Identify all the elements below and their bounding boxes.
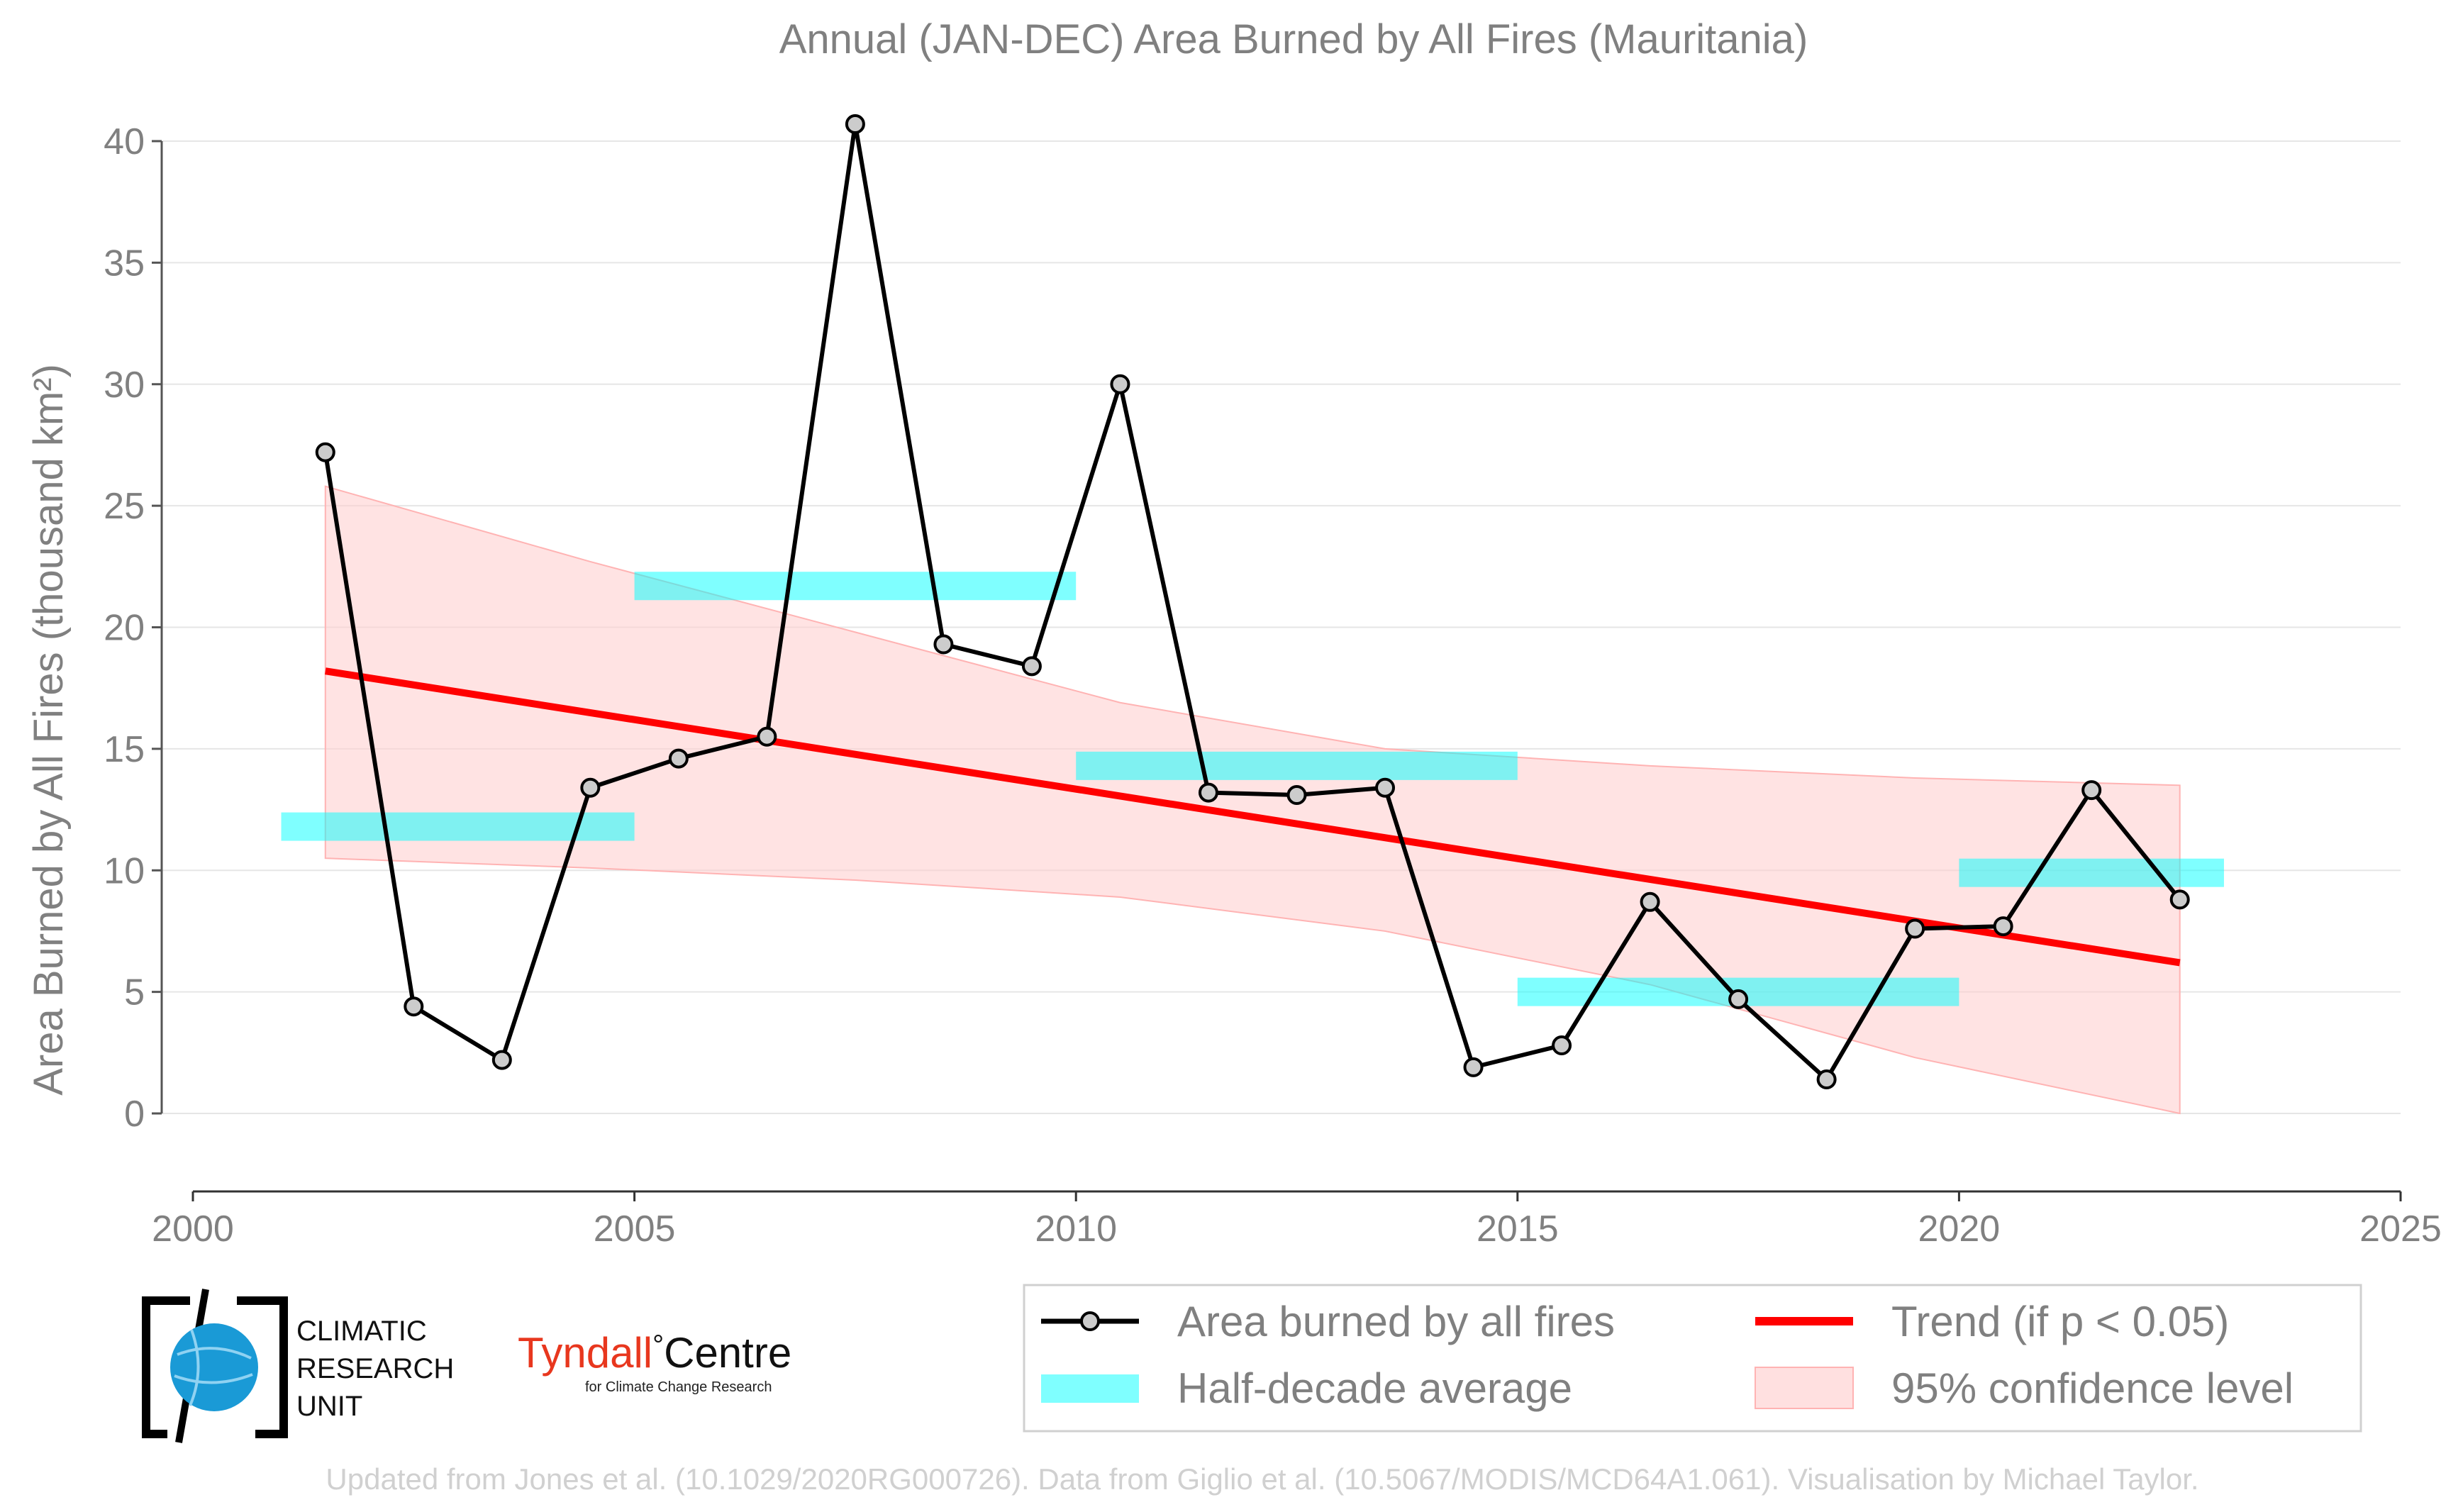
- tyndall-logo-degree: °: [652, 1330, 664, 1361]
- tyndall-logo: Tyndall°Centre for Climate Change Resear…: [518, 1329, 791, 1395]
- data-point-2021.5: [2081, 780, 2102, 801]
- y-axis-label: Area Burned by All Fires (thousand km²): [26, 364, 72, 1096]
- half-decade-bar-4: [1959, 858, 2224, 887]
- data-point-2001.5: [315, 442, 335, 462]
- data-point-2006.5: [757, 726, 777, 747]
- data-point-2002.5: [404, 996, 424, 1017]
- data-point-2017.5: [1728, 989, 1749, 1009]
- legend-marker-point: [1080, 1311, 1100, 1331]
- globe-icon: [170, 1323, 258, 1411]
- y-tick-label-15: 15: [104, 729, 145, 770]
- cru-logo-bracket-left: [142, 1296, 190, 1438]
- cru-logo: CLIMATIC RESEARCH UNIT: [142, 1289, 454, 1443]
- cru-name-line1: CLIMATIC: [296, 1316, 427, 1347]
- cru-logo-bracket-right: [237, 1296, 288, 1438]
- globe-icon-lines: [174, 1329, 253, 1406]
- data-point-2010.5: [1110, 374, 1130, 394]
- data-point-2012.5: [1286, 784, 1307, 805]
- confidence-band: [324, 485, 2181, 1115]
- area-burned-series-layer: [315, 114, 2190, 1090]
- trend-line: [325, 667, 2181, 967]
- legend-label-area-burned: Area burned by all fires: [1177, 1298, 1615, 1345]
- trend-layer: [325, 667, 2181, 967]
- y-tick-label-0: 0: [124, 1094, 145, 1135]
- data-point-2008.5: [933, 634, 954, 655]
- tyndall-logo-subtitle: for Climate Change Research: [585, 1379, 772, 1395]
- cru-name-line3: UNIT: [296, 1391, 362, 1422]
- y-tick-label-30: 30: [104, 365, 145, 406]
- y-tick-label-40: 40: [104, 121, 145, 162]
- data-point-2016.5: [1640, 891, 1660, 912]
- cru-name-line2: RESEARCH: [296, 1353, 454, 1384]
- tyndall-logo-name: Tyndall: [518, 1329, 652, 1377]
- legend-label-confidence: 95% confidence level: [1891, 1364, 2294, 1412]
- data-point-2018.5: [1816, 1069, 1837, 1090]
- half-decade-average-layer: [281, 572, 2224, 1006]
- data-point-2003.5: [491, 1050, 512, 1070]
- tyndall-logo-centre: Centre: [664, 1329, 791, 1377]
- legend-half-decade-swatch: [1041, 1374, 1139, 1403]
- data-point-2013.5: [1375, 777, 1396, 798]
- data-point-2007.5: [845, 114, 865, 135]
- y-tick-label-25: 25: [104, 486, 145, 527]
- y-tick-label-5: 5: [124, 972, 145, 1013]
- legend-confidence-swatch: [1755, 1367, 1854, 1409]
- data-point-2015.5: [1552, 1035, 1572, 1056]
- half-decade-bar-2: [1076, 751, 1518, 780]
- y-tick-label-20: 20: [104, 608, 145, 649]
- x-tick-label-2020: 2020: [1918, 1208, 2001, 1250]
- x-tick-label-2015: 2015: [1477, 1208, 1559, 1250]
- data-point-2011.5: [1198, 782, 1218, 803]
- x-tick-label-2005: 2005: [594, 1208, 676, 1250]
- y-tick-label-35: 35: [104, 243, 145, 284]
- data-point-2020.5: [1993, 916, 2013, 937]
- data-point-2014.5: [1463, 1057, 1484, 1077]
- svg-text:Tyndall°Centre: Tyndall°Centre: [518, 1329, 791, 1377]
- legend: Area burned by all fires Trend (if p < 0…: [1023, 1284, 2362, 1433]
- x-tick-label-2025: 2025: [2359, 1208, 2442, 1250]
- data-point-2004.5: [580, 777, 601, 798]
- chart-title: Annual (JAN-DEC) Area Burned by All Fire…: [779, 16, 1808, 62]
- area-burned-line: [323, 122, 2182, 1082]
- credit-line: Updated from Jones et al. (10.1029/2020R…: [326, 1462, 2198, 1496]
- half-decade-bar-1: [634, 572, 1077, 601]
- y-tick-label-10: 10: [104, 850, 145, 891]
- x-tick-label-2000: 2000: [152, 1208, 234, 1250]
- data-point-2019.5: [1905, 918, 1925, 939]
- legend-label-half-decade: Half-decade average: [1177, 1364, 1572, 1412]
- legend-label-trend: Trend (if p < 0.05): [1891, 1298, 2229, 1345]
- legend-frame: [1023, 1284, 2362, 1433]
- data-point-2005.5: [668, 748, 689, 769]
- data-point-2022.5: [2169, 889, 2190, 910]
- x-tick-label-2010: 2010: [1035, 1208, 1117, 1250]
- data-point-2009.5: [1021, 656, 1042, 677]
- confidence-band-layer: [324, 485, 2181, 1115]
